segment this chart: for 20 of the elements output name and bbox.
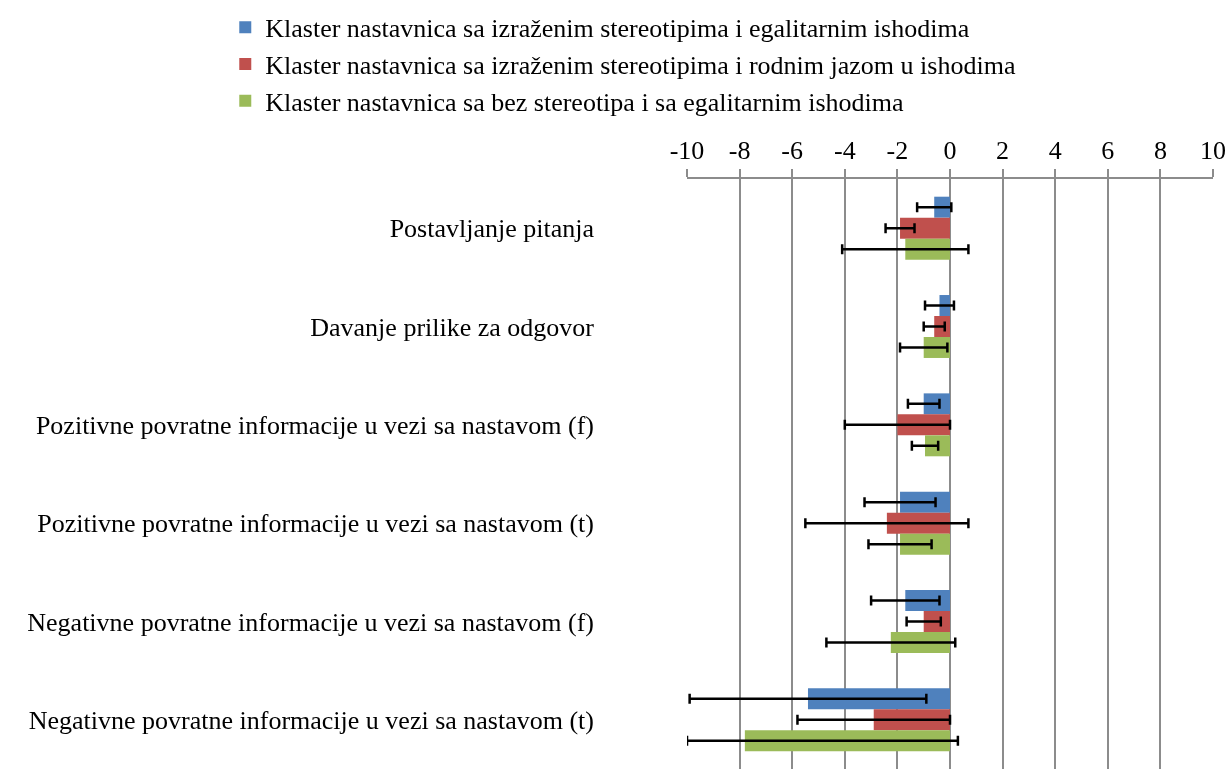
- x-tick-label: -8: [728, 135, 751, 165]
- legend-label: Klaster nastavnica sa izraženim stereotipima i rodnim jazom u ishodima: [265, 51, 1016, 81]
- legend-label: Klaster nastavnica sa bez stereotipa i sa egalitarnim ishodima: [265, 87, 904, 117]
- y-tick-label: Negativne povratne informacije u vezi sa nastavom (t): [28, 705, 594, 735]
- x-tick-label: -10: [669, 135, 705, 165]
- y-tick-label: Pozitivne povratne informacije u vezi sa nastavom (f): [35, 410, 594, 440]
- x-tick-label: -6: [781, 135, 804, 165]
- x-tick-label: 10: [1200, 135, 1226, 165]
- y-tick-label: Postavljanje pitanja: [389, 214, 595, 244]
- y-tick-label: Davanje prilike za odgovor: [310, 312, 595, 342]
- x-tick-label: -2: [886, 135, 909, 165]
- x-tick-label: 2: [996, 135, 1010, 165]
- legend-label: Klaster nastavnica sa izraženim stereotipima i egalitarnim ishodima: [265, 14, 970, 44]
- x-tick-label: 0: [943, 135, 957, 165]
- x-tick-label: 4: [1048, 135, 1062, 165]
- x-tick-label: 6: [1101, 135, 1115, 165]
- y-tick-label: Negativne povratne informacije u vezi sa nastavom (f): [27, 607, 594, 637]
- y-tick-label: Pozitivne povratne informacije u vezi sa nastavom (t): [37, 509, 594, 539]
- x-tick-label: 8: [1153, 135, 1167, 165]
- x-tick-label: -4: [833, 135, 856, 165]
